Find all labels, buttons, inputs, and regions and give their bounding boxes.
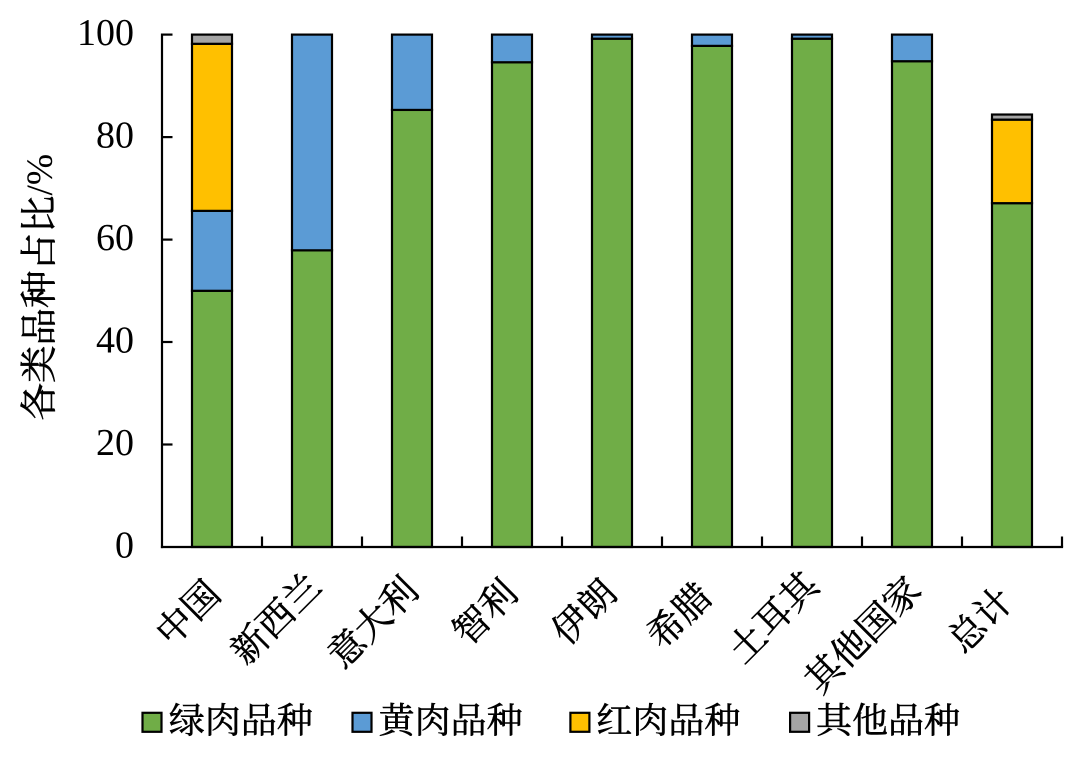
svg-text:0: 0 — [115, 525, 134, 567]
svg-text:60: 60 — [96, 217, 134, 259]
svg-text:80: 80 — [96, 115, 134, 157]
svg-text:40: 40 — [96, 320, 134, 362]
svg-text:/%: /% — [20, 154, 61, 196]
svg-text:20: 20 — [96, 422, 134, 464]
svg-text:100: 100 — [77, 12, 134, 54]
